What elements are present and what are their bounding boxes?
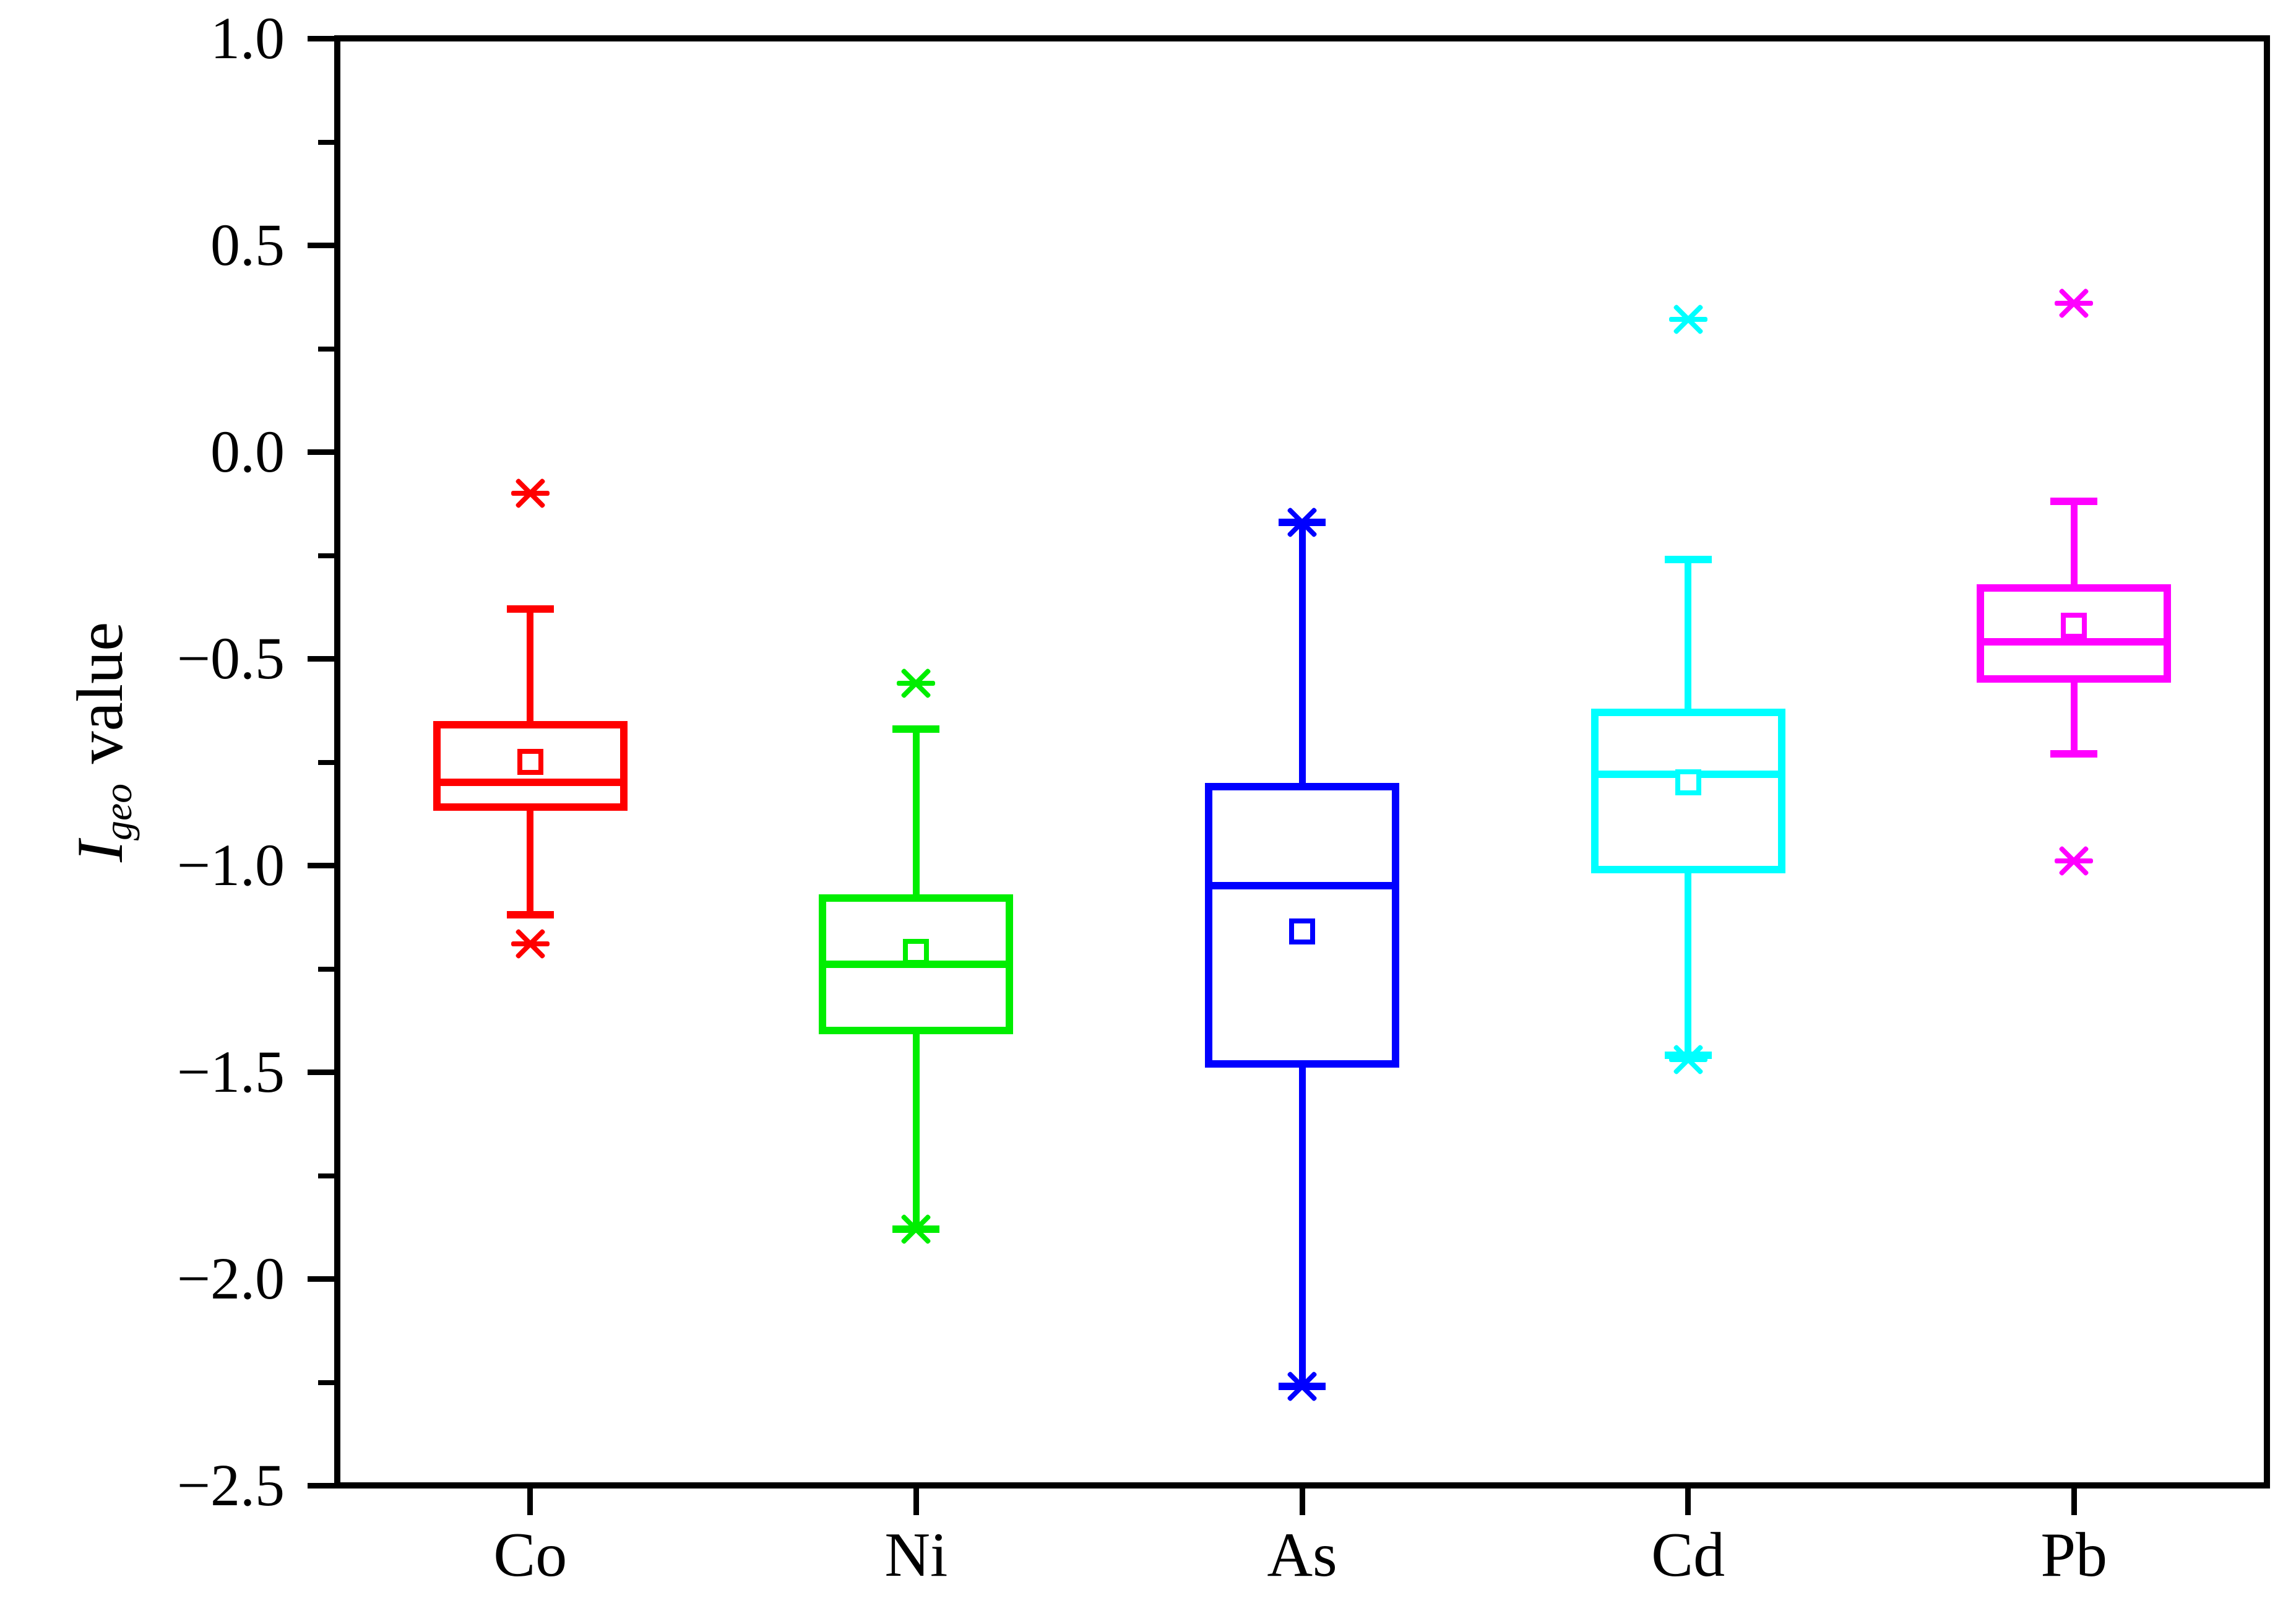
cd-lower-whisker (1685, 869, 1692, 1056)
x-category-label: Co (493, 1520, 568, 1590)
co-lower-whisker-cap (506, 911, 554, 919)
ni-mean-marker (903, 939, 930, 966)
y-tick-label: −1.0 (176, 832, 285, 898)
ni-low-outlier-asterisk (897, 1210, 936, 1248)
ni-upper-whisker (912, 728, 920, 899)
y-major-tick (308, 1069, 334, 1075)
y-major-tick (308, 36, 334, 41)
cd-upper-whisker-cap (1664, 555, 1712, 563)
y-major-tick (308, 1483, 334, 1489)
x-major-tick (2071, 1489, 2077, 1515)
as-box (1205, 783, 1399, 1068)
cd-low-outlier-asterisk (1668, 1040, 1707, 1079)
ni-upper-whisker-cap (892, 725, 940, 733)
y-tick-label: −0.5 (176, 625, 285, 691)
as-low-outlier-asterisk (1283, 1367, 1321, 1406)
x-major-tick (1685, 1489, 1691, 1515)
x-category-label: As (1267, 1520, 1337, 1590)
y-tick-label: −2.0 (176, 1245, 285, 1311)
pb-upper-whisker (2070, 501, 2078, 589)
co-lower-whisker (527, 807, 534, 915)
co-low-outlier-asterisk (511, 925, 550, 963)
y-major-tick (308, 243, 334, 248)
y-minor-tick (318, 1173, 334, 1178)
co-high-outlier-asterisk (511, 474, 550, 512)
cd-mean-marker (1675, 769, 1701, 796)
y-minor-tick (318, 966, 334, 972)
y-major-tick (308, 449, 334, 455)
y-minor-tick (318, 139, 334, 145)
x-category-label: Cd (1651, 1520, 1725, 1590)
x-major-tick (913, 1489, 919, 1515)
y-major-tick (308, 656, 334, 662)
y-minor-tick (318, 346, 334, 352)
y-tick-label: 1.0 (210, 5, 285, 71)
as-median-line (1212, 882, 1392, 890)
co-mean-marker (517, 749, 543, 775)
y-major-tick (308, 1276, 334, 1282)
co-median-line (440, 779, 620, 787)
ni-lower-whisker (912, 1031, 920, 1229)
co-upper-whisker (527, 608, 534, 725)
as-upper-whisker (1298, 522, 1306, 787)
pb-upper-whisker-cap (2050, 498, 2098, 506)
as-high-outlier-asterisk (1283, 503, 1321, 542)
pb-median-line (1984, 638, 2164, 646)
pb-low-outlier-asterisk (2055, 842, 2094, 880)
ni-high-outlier-asterisk (897, 664, 936, 702)
y-tick-label: 0.0 (210, 418, 285, 485)
y-minor-tick (318, 1380, 334, 1385)
cd-upper-whisker (1685, 559, 1692, 712)
y-minor-tick (318, 759, 334, 765)
y-major-tick (308, 863, 334, 868)
y-tick-label: 0.5 (210, 212, 285, 278)
x-category-label: Ni (884, 1520, 948, 1590)
y-tick-label: −2.5 (176, 1452, 285, 1518)
as-lower-whisker (1298, 1063, 1306, 1386)
as-mean-marker (1289, 918, 1315, 944)
pb-lower-whisker (2070, 679, 2078, 754)
pb-lower-whisker-cap (2050, 750, 2098, 758)
x-category-label: Pb (2040, 1520, 2108, 1590)
y-tick-label: −1.5 (176, 1039, 285, 1105)
y-minor-tick (318, 553, 334, 558)
x-major-tick (527, 1489, 533, 1515)
x-major-tick (1299, 1489, 1305, 1515)
cd-high-outlier-asterisk (1668, 300, 1707, 339)
pb-high-outlier-asterisk (2055, 284, 2094, 322)
pb-mean-marker (2061, 612, 2087, 639)
co-upper-whisker-cap (506, 605, 554, 613)
